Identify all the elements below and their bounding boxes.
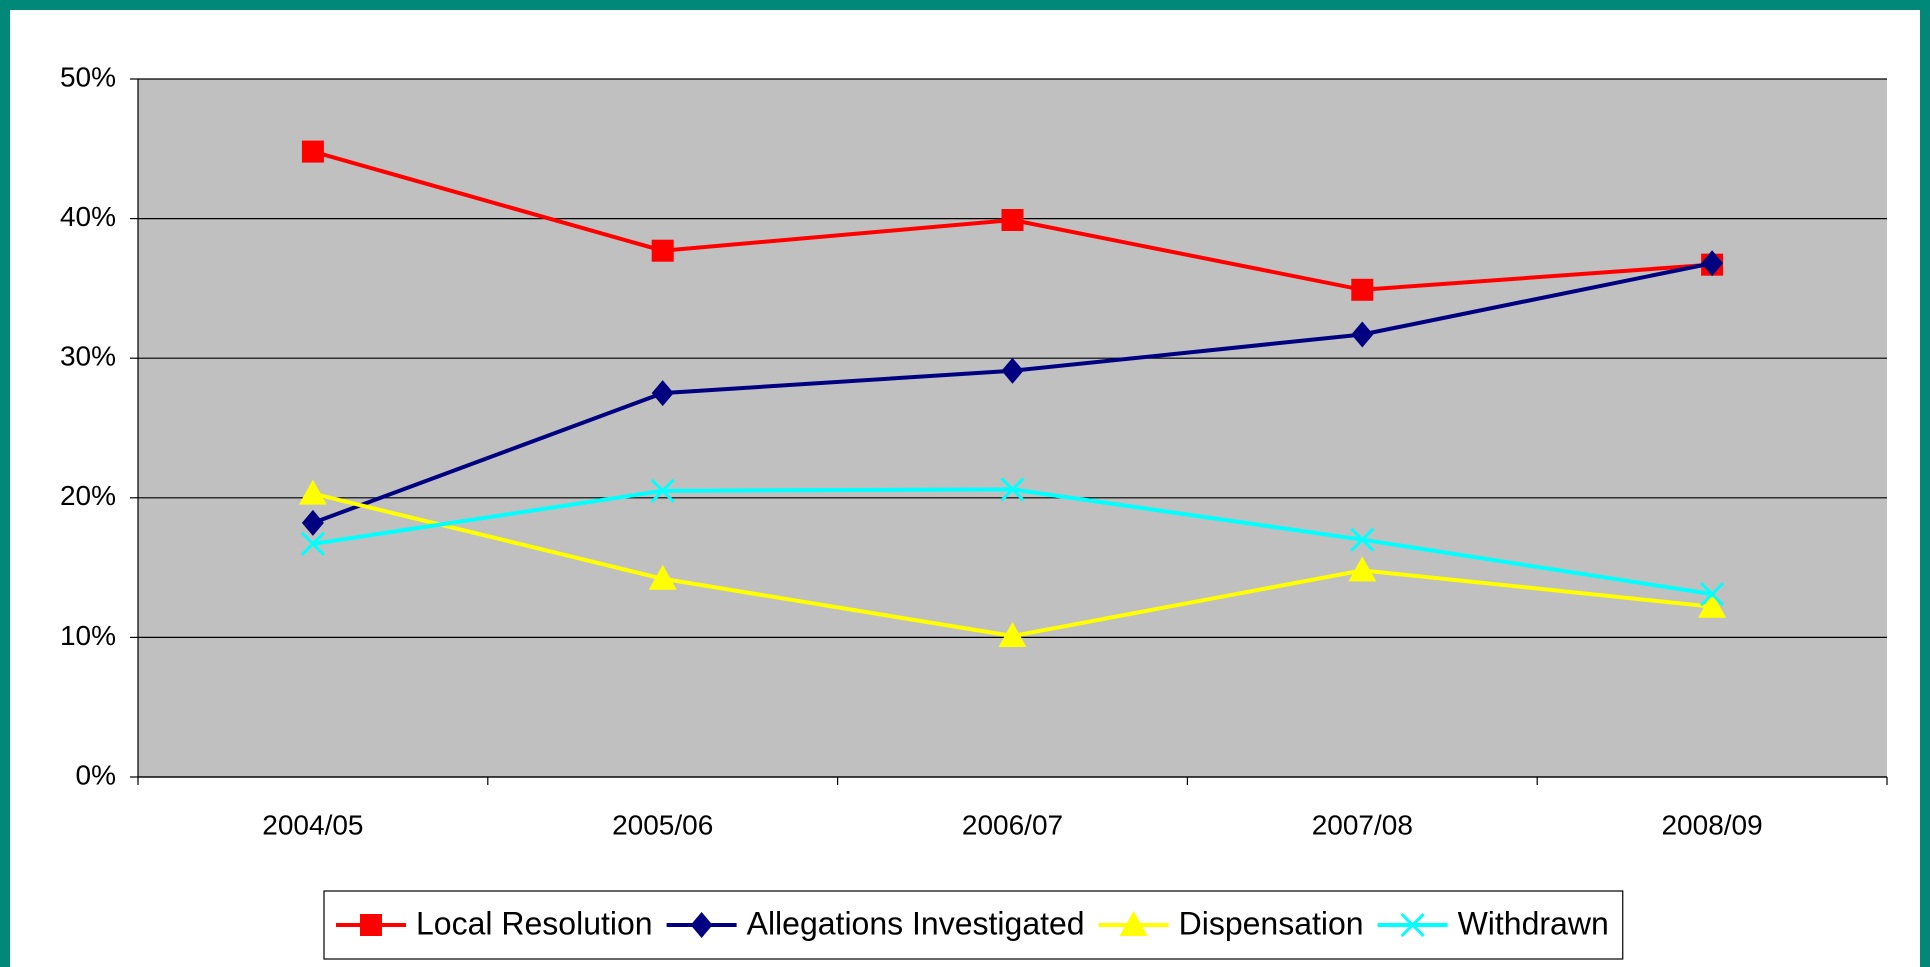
marker (690, 912, 713, 938)
plot-area (138, 79, 1887, 777)
marker (998, 622, 1027, 648)
legend-label: Withdrawn (1458, 905, 1609, 941)
legend-label: Local Resolution (416, 905, 653, 941)
marker (651, 380, 674, 407)
marker (1119, 911, 1148, 936)
x-tick-label: 2005/06 (612, 809, 713, 840)
marker (298, 479, 327, 505)
x-tick-label: 2008/09 (1661, 809, 1762, 840)
x-tick-label: 2006/07 (962, 809, 1063, 840)
marker (1701, 250, 1724, 277)
marker (301, 509, 324, 536)
marker (360, 914, 382, 936)
marker (650, 478, 675, 503)
y-tick-label: 30% (60, 341, 116, 372)
marker (1001, 208, 1024, 231)
marker (1400, 912, 1425, 938)
marker (301, 140, 324, 163)
marker (1351, 278, 1374, 301)
marker (300, 531, 325, 556)
marker (651, 239, 674, 262)
marker (1350, 527, 1375, 552)
y-tick-label: 10% (60, 620, 116, 651)
y-tick-label: 50% (60, 61, 116, 92)
y-tick-label: 40% (60, 201, 116, 232)
y-tick-label: 20% (60, 480, 116, 511)
marker (648, 564, 677, 590)
marker (1000, 477, 1025, 502)
marker (1001, 357, 1024, 384)
marker (1698, 592, 1727, 618)
x-tick-label: 2004/05 (262, 809, 363, 840)
x-tick-label: 2007/08 (1312, 809, 1413, 840)
legend-label: Dispensation (1179, 905, 1364, 941)
legend-label: Allegations Investigated (747, 905, 1085, 941)
marker (1348, 556, 1377, 582)
marker (1700, 582, 1725, 607)
y-tick-label: 0% (76, 759, 116, 790)
marker (1351, 321, 1374, 348)
